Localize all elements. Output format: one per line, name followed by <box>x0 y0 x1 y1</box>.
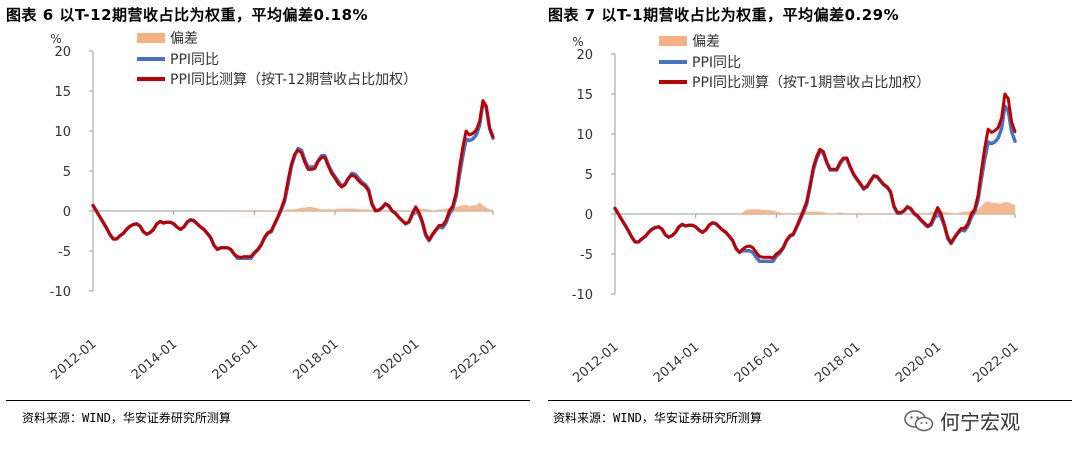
chart-2-legend-label-estimate: PPI同比测算（按T-1期营收占比加权） <box>692 75 930 91</box>
chart-2-x-tick-label: 2018-01 <box>812 340 863 386</box>
chart-1-x-tick-label: 2012-01 <box>48 337 99 383</box>
chart-1-x-tick-label: 2016-01 <box>210 337 261 383</box>
chart-1-legend-label-deviation: 偏差 <box>170 31 198 47</box>
chart-2-y-tick-label: 0 <box>585 208 593 223</box>
chart-2-y-tick-label: 5 <box>585 168 593 183</box>
chart-2-y-tick-label: 15 <box>576 88 593 103</box>
chart-1-y-tick-label: 15 <box>54 85 71 100</box>
chart-2-estimate-line <box>613 92 1017 260</box>
figure-7-title: 图表 7 以T-1期营收占比为权重，平均偏差0.29% <box>548 6 900 24</box>
chart-2-y-tick-label: 20 <box>576 48 593 63</box>
chart-2-deviation-area <box>615 201 1015 214</box>
figure-7-source: 资料来源：WIND，华安证券研究所测算 <box>553 411 762 425</box>
figure-6-divider <box>6 400 530 401</box>
watermark: 何宁宏观 <box>904 406 1020 435</box>
chart-1-legend-label-ppi: PPI同比 <box>170 52 219 68</box>
chart-1-y-tick-label: 10 <box>54 125 71 140</box>
chart-1-y-tick-label: -5 <box>58 245 71 260</box>
chart-2-x-tick-label: 2020-01 <box>893 340 944 386</box>
chart-2-y-tick-label: -5 <box>580 248 593 263</box>
chart-1-x-tick-label: 2022-01 <box>448 337 499 383</box>
figure-7-divider <box>548 400 1072 401</box>
chart-2-x-tick-label: 2014-01 <box>651 340 702 386</box>
chart-1-deviation-area <box>93 202 493 211</box>
chart-figure-6: 20 15 10 5 0 -5 -10% 2012-01 2014-01 2016-01 2018-… <box>48 31 499 383</box>
chart-2-y-tick-label: 10 <box>576 128 593 143</box>
figure-6-source: 资料来源：WIND，华安证券研究所测算 <box>22 411 231 425</box>
chart-1-legend-label-estimate: PPI同比测算（按T-12期营收占比加权） <box>170 72 417 88</box>
wechat-icon <box>904 409 934 433</box>
chart-1-y-axis-unit: % <box>50 32 61 46</box>
figure-6-title: 图表 6 以T-12期营收占比为权重，平均偏差0.18% <box>6 6 369 24</box>
chart-1-legend-swatch-deviation <box>137 33 165 43</box>
chart-2-x-tick-label: 2016-01 <box>732 340 783 386</box>
chart-2-legend-label-ppi: PPI同比 <box>692 55 741 71</box>
chart-2-x-tick-label: 2012-01 <box>570 340 621 386</box>
watermark-text: 何宁宏观 <box>940 410 1020 434</box>
chart-2-legend-swatch-deviation <box>659 36 687 46</box>
chart-1-y-tick-label: -10 <box>50 285 71 300</box>
chart-figure-7: 20 15 10 5 0 -5 -10% 2012-01 2014-01 2016-01 2018-… <box>570 34 1021 386</box>
chart-1-estimate-line <box>91 99 495 259</box>
chart-1-x-tick-label: 2018-01 <box>290 337 341 383</box>
chart-2-y-axis-unit: % <box>572 35 583 49</box>
chart-1-x-tick-label: 2020-01 <box>371 337 422 383</box>
chart-1-y-tick-label: 5 <box>63 165 71 180</box>
chart-2-x-tick-label: 2022-01 <box>970 340 1021 386</box>
chart-1-y-tick-label: 20 <box>54 45 71 60</box>
chart-1-y-tick-label: 0 <box>63 205 71 220</box>
chart-1-x-tick-label: 2014-01 <box>129 337 180 383</box>
chart-2-legend-label-deviation: 偏差 <box>692 34 720 50</box>
chart-2-y-tick-label: -10 <box>572 288 593 303</box>
